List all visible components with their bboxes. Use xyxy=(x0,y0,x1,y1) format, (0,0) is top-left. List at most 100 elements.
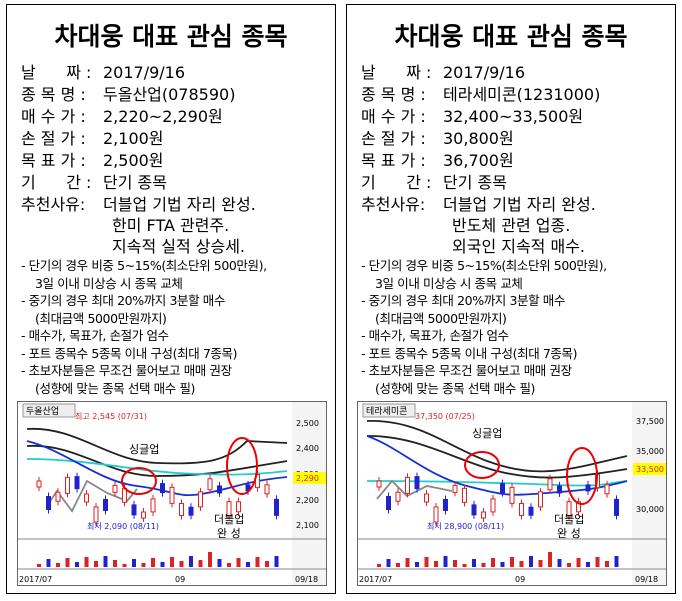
field-label: 기 간 : xyxy=(21,173,92,192)
candle xyxy=(207,478,213,491)
candle xyxy=(604,484,610,495)
highlight xyxy=(226,437,258,495)
candle xyxy=(386,495,391,510)
volume-bar xyxy=(405,558,410,567)
candle xyxy=(557,485,562,494)
x-label: 09 xyxy=(515,575,525,584)
volume-bar xyxy=(443,556,448,567)
field: 매 수 가 : 2,220~2,290원 xyxy=(21,103,223,127)
candle xyxy=(188,506,194,516)
reason-line: 더블업 기법 자리 완성. xyxy=(443,195,596,214)
candle xyxy=(112,484,118,493)
volume-bar xyxy=(113,560,117,567)
y-tick-label: 30,000 xyxy=(636,505,664,514)
volume-bar xyxy=(586,562,590,567)
volume-bar xyxy=(132,559,136,567)
candle xyxy=(103,498,108,511)
stock-name: 테라세미콘 xyxy=(366,406,407,417)
candle xyxy=(160,483,165,494)
volume-bar xyxy=(236,558,241,567)
field: 기 간 : 단기 종목 xyxy=(361,169,507,193)
volume-bar xyxy=(462,564,467,567)
field: 매 수 가 : 32,400~33,500원 xyxy=(361,103,583,127)
title: 차대웅 대표 관심 종목 xyxy=(394,22,628,51)
field: 손 절 가 : 2,100원 xyxy=(21,125,164,149)
volume-bar xyxy=(103,556,108,567)
candle xyxy=(264,484,270,495)
field-value: 2,500원 xyxy=(103,151,164,170)
note: - 포트 종목수 5종목 이내 구성(최대 7종목) xyxy=(361,345,578,361)
volume-bar xyxy=(614,556,619,567)
field-value: 단기 종목 xyxy=(103,173,167,192)
single-up: 싱글업 xyxy=(129,443,159,456)
single-up: 싱글업 xyxy=(472,427,502,440)
volume-bar xyxy=(500,562,505,567)
note: - 단기의 경우 비중 5~15%(최소단위 500만원), xyxy=(361,258,607,273)
field-value: 30,800원 xyxy=(443,129,514,148)
name-box xyxy=(22,403,76,418)
field-value: 단기 종목 xyxy=(443,173,507,192)
field-value: 테라세미콘(1231000) xyxy=(443,85,601,104)
candle xyxy=(84,493,89,503)
note: (최대금액 5000만원까지) xyxy=(375,310,507,326)
candle xyxy=(141,511,146,519)
candle xyxy=(236,501,241,513)
candle xyxy=(443,498,448,511)
volume-bar xyxy=(94,561,98,567)
x-label: 2017/07 xyxy=(359,575,392,584)
field: 종 목 명 : 두올산업(078590) xyxy=(21,81,235,105)
x-label: 09 xyxy=(175,575,185,584)
volume-bar xyxy=(84,557,89,567)
volume-bar xyxy=(170,557,174,567)
volume-bar xyxy=(151,558,155,567)
note: - 매수가, 목표가, 손절가 엄수 xyxy=(361,328,509,343)
price-box xyxy=(293,472,326,484)
volume-bar xyxy=(56,563,60,567)
y-tick-label: 37,500 xyxy=(636,417,664,426)
x-label: 2017/07 xyxy=(19,575,52,584)
highlight xyxy=(121,467,157,495)
note: - 중기의 경우 최대 20%까지 3분할 매수 xyxy=(21,293,225,308)
volume-bar xyxy=(37,564,41,567)
volume-bar xyxy=(160,562,165,567)
volume-bar xyxy=(595,557,600,567)
note: (최대금액 5000만원까지) xyxy=(35,310,167,326)
field-label: 매 수 가 : xyxy=(21,107,86,126)
reason-label: 추천사유: xyxy=(21,195,86,214)
reason-line: 반도체 관련 업종. xyxy=(452,216,571,235)
volume-bar xyxy=(538,560,543,567)
candle xyxy=(395,491,401,502)
field-label: 종 목 명 : xyxy=(21,85,86,104)
candle xyxy=(424,493,429,503)
field-label: 목 표 가 : xyxy=(21,151,86,170)
candle xyxy=(179,502,184,516)
volume-bar xyxy=(189,556,193,567)
volume-bar xyxy=(396,563,400,567)
volume-bar xyxy=(265,561,269,567)
candle xyxy=(198,491,203,508)
price-box xyxy=(633,463,666,475)
volume-bar xyxy=(567,563,571,567)
field: 목 표 가 : 36,700원 xyxy=(361,147,514,171)
volume-bar xyxy=(481,563,486,567)
double-up: 더블업 xyxy=(554,513,584,526)
field-label: 날 짜 : xyxy=(21,63,92,82)
stock-name: 두올산업 xyxy=(26,406,59,417)
field: 손 절 가 : 30,800원 xyxy=(361,125,514,149)
candle xyxy=(538,491,543,508)
candle xyxy=(490,498,496,513)
highlight xyxy=(464,451,500,479)
volume-bar xyxy=(227,563,231,567)
candle xyxy=(585,484,591,492)
trend-line xyxy=(26,445,288,477)
note: - 매수가, 목표가, 손절가 엄수 xyxy=(21,328,169,343)
volume-bar xyxy=(208,552,212,567)
complete: 완 성 xyxy=(557,527,581,540)
y-tick-label: 2,400 xyxy=(296,444,319,453)
field-label: 손 절 가 : xyxy=(21,129,86,148)
highlight xyxy=(566,447,598,505)
candle xyxy=(509,486,515,504)
volume-bar xyxy=(246,562,250,567)
candle xyxy=(169,486,175,504)
double-up: 더블업 xyxy=(214,513,244,526)
